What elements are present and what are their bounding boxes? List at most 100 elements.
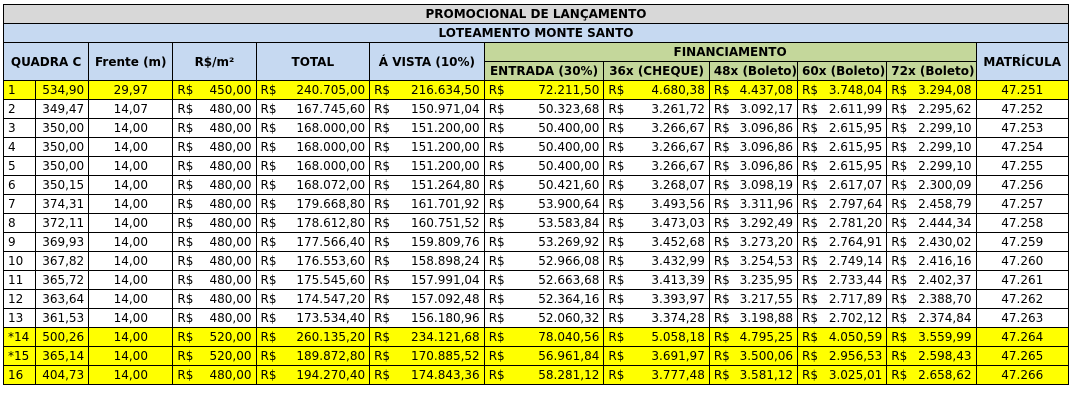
cell-total: R$ 175.545,60 bbox=[255, 270, 371, 290]
money-value: R$ 480,00 bbox=[177, 368, 251, 382]
money-value: R$ 2.764,91 bbox=[802, 235, 882, 249]
money-value: R$ 2.300,09 bbox=[891, 178, 971, 192]
cell-total: R$ 189.872,80 bbox=[255, 346, 371, 366]
avista-amount: 170.885,52 bbox=[410, 349, 480, 363]
currency-symbol: R$ bbox=[608, 368, 625, 382]
p72-amount: 2.374,84 bbox=[918, 311, 972, 325]
money-value: R$ 3.452,68 bbox=[608, 235, 704, 249]
table-row: 3 350,00 14,00 R$ 480,00 R$ 168.000,00 R$ 151.20… bbox=[2, 118, 1070, 138]
cell-entrada: R$ 78.040,56 bbox=[483, 327, 605, 347]
cell-lote: 10 bbox=[2, 251, 37, 271]
cell-p36: R$ 5.058,18 bbox=[603, 327, 710, 347]
cell-p72: R$ 2.402,37 bbox=[886, 270, 977, 290]
cell-frente: 14,00 bbox=[88, 289, 174, 309]
money-value: R$ 161.701,92 bbox=[374, 197, 480, 211]
avista-amount: 156.180,96 bbox=[410, 311, 480, 325]
cell-matricula: 47.263 bbox=[975, 308, 1070, 328]
money-value: R$ 168.072,00 bbox=[261, 178, 366, 192]
cell-avista: R$ 234.121,68 bbox=[369, 327, 485, 347]
cell-p72: R$ 2.295,62 bbox=[886, 99, 977, 119]
money-value: R$ 2.702,12 bbox=[802, 311, 882, 325]
money-value: R$ 2.444,34 bbox=[891, 216, 971, 230]
currency-symbol: R$ bbox=[260, 102, 277, 116]
money-value: R$ 2.717,89 bbox=[802, 292, 882, 306]
currency-symbol: R$ bbox=[802, 121, 819, 135]
currency-symbol: R$ bbox=[891, 273, 908, 287]
cell-p60: R$ 3.748,04 bbox=[797, 80, 888, 100]
cell-p72: R$ 2.416,16 bbox=[886, 251, 977, 271]
currency-symbol: R$ bbox=[608, 273, 625, 287]
money-value: R$ 450,00 bbox=[177, 83, 251, 97]
total-amount: 174.547,20 bbox=[296, 292, 366, 306]
money-value: R$ 151.200,00 bbox=[374, 159, 480, 173]
p60-amount: 2.611,99 bbox=[828, 102, 883, 116]
cell-total: R$ 168.000,00 bbox=[255, 137, 371, 157]
p48-amount: 3.235,95 bbox=[739, 273, 794, 287]
cell-total: R$ 177.566,40 bbox=[255, 232, 371, 252]
cell-avista: R$ 151.200,00 bbox=[369, 137, 485, 157]
money-value: R$ 52.364,16 bbox=[489, 292, 600, 306]
cell-p60: R$ 2.611,99 bbox=[797, 99, 888, 119]
cell-avista: R$ 174.843,36 bbox=[369, 365, 485, 385]
money-value: R$ 3.374,28 bbox=[608, 311, 704, 325]
money-value: R$ 3.217,55 bbox=[714, 292, 793, 306]
cell-m2: R$ 480,00 bbox=[172, 289, 257, 309]
cell-p48: R$ 3.198,88 bbox=[708, 308, 799, 328]
cell-frente: 14,00 bbox=[88, 232, 174, 252]
cell-p48: R$ 3.096,86 bbox=[708, 137, 799, 157]
p36-amount: 3.261,72 bbox=[651, 102, 705, 116]
currency-symbol: R$ bbox=[713, 178, 730, 192]
cell-m2: R$ 480,00 bbox=[172, 194, 257, 214]
currency-symbol: R$ bbox=[891, 216, 908, 230]
avista-amount: 234.121,68 bbox=[410, 330, 480, 344]
currency-symbol: R$ bbox=[374, 330, 391, 344]
cell-avista: R$ 170.885,52 bbox=[369, 346, 485, 366]
table-row: 16 404,73 14,00 R$ 480,00 R$ 194.270,40 R$ 174.8… bbox=[2, 365, 1070, 385]
cell-total: R$ 240.705,00 bbox=[255, 80, 371, 100]
cell-avista: R$ 216.634,50 bbox=[369, 80, 485, 100]
entrada-amount: 52.663,68 bbox=[538, 273, 600, 287]
cell-p48: R$ 3.254,53 bbox=[708, 251, 799, 271]
currency-symbol: R$ bbox=[488, 292, 505, 306]
table-row: 1 534,90 29,97 R$ 450,00 R$ 240.705,00 R$ 216.63… bbox=[2, 80, 1070, 100]
entrada-amount: 56.961,84 bbox=[538, 349, 600, 363]
currency-symbol: R$ bbox=[260, 140, 277, 154]
cell-p72: R$ 2.444,34 bbox=[886, 213, 977, 233]
money-value: R$ 520,00 bbox=[177, 349, 251, 363]
money-value: R$ 3.254,53 bbox=[714, 254, 793, 268]
cell-total: R$ 173.534,40 bbox=[255, 308, 371, 328]
entrada-amount: 52.060,32 bbox=[538, 311, 600, 325]
cell-matricula: 47.259 bbox=[975, 232, 1070, 252]
money-value: R$ 4.050,59 bbox=[802, 330, 882, 344]
header-rs-m2: R$/m² bbox=[172, 42, 257, 81]
money-value: R$ 2.430,02 bbox=[891, 235, 971, 249]
cell-matricula: 47.264 bbox=[975, 327, 1070, 347]
p72-amount: 2.295,62 bbox=[918, 102, 972, 116]
p60-amount: 3.025,01 bbox=[828, 368, 883, 382]
cell-lote: 9 bbox=[2, 232, 37, 252]
currency-symbol: R$ bbox=[488, 349, 505, 363]
currency-symbol: R$ bbox=[374, 254, 391, 268]
cell-m2: R$ 480,00 bbox=[172, 213, 257, 233]
cell-matricula: 47.257 bbox=[975, 194, 1070, 214]
cell-avista: R$ 158.898,24 bbox=[369, 251, 485, 271]
money-value: R$ 72.211,50 bbox=[489, 83, 600, 97]
p48-amount: 3.096,86 bbox=[739, 140, 794, 154]
currency-symbol: R$ bbox=[891, 254, 908, 268]
money-value: R$ 50.400,00 bbox=[489, 140, 600, 154]
p60-amount: 2.781,20 bbox=[828, 216, 883, 230]
money-value: R$ 2.658,62 bbox=[891, 368, 971, 382]
money-value: R$ 480,00 bbox=[177, 178, 251, 192]
m2-amount: 480,00 bbox=[209, 254, 252, 268]
p60-amount: 2.764,91 bbox=[828, 235, 883, 249]
currency-symbol: R$ bbox=[374, 102, 391, 116]
money-value: R$ 2.749,14 bbox=[802, 254, 882, 268]
money-value: R$ 3.311,96 bbox=[714, 197, 793, 211]
currency-symbol: R$ bbox=[177, 197, 194, 211]
cell-m2: R$ 480,00 bbox=[172, 308, 257, 328]
m2-amount: 480,00 bbox=[209, 273, 252, 287]
currency-symbol: R$ bbox=[177, 254, 194, 268]
entrada-amount: 52.364,16 bbox=[538, 292, 600, 306]
avista-amount: 157.991,04 bbox=[410, 273, 480, 287]
sheet-subtitle: LOTEAMENTO MONTE SANTO bbox=[3, 23, 1069, 43]
